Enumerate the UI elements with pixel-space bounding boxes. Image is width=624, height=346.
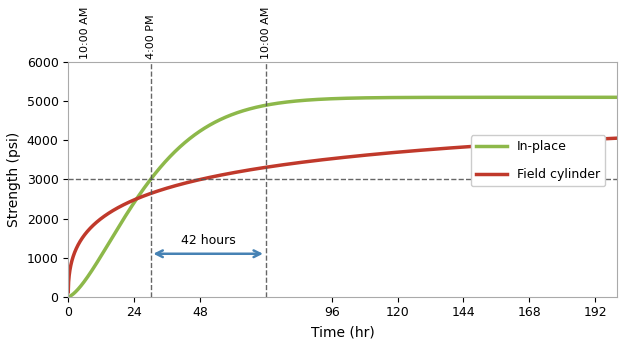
Y-axis label: Strength (psi): Strength (psi) (7, 132, 21, 227)
Field cylinder (544, 140, 551, 144)
Legend: In-place, Field cylinder: In-place, Field cylinder (471, 135, 605, 186)
X-axis label: Time (hr): Time (hr) (311, 325, 374, 339)
Line: In-place: In-place (68, 97, 617, 297)
In-place (64, 295, 72, 299)
Field cylinder (603, 137, 610, 141)
In-place (160, 162, 167, 166)
Text: 42 hours: 42 hours (181, 235, 235, 247)
In-place (613, 95, 621, 99)
In-place (127, 206, 135, 210)
Field cylinder (299, 160, 306, 164)
Field cylinder (160, 187, 167, 191)
In-place (603, 95, 610, 99)
Line: Field cylinder: Field cylinder (68, 138, 617, 292)
Field cylinder (275, 163, 283, 167)
Field cylinder (613, 136, 621, 140)
Field cylinder (127, 199, 135, 203)
In-place (544, 95, 551, 99)
In-place (299, 98, 306, 102)
Field cylinder (64, 290, 72, 294)
In-place (275, 101, 283, 105)
